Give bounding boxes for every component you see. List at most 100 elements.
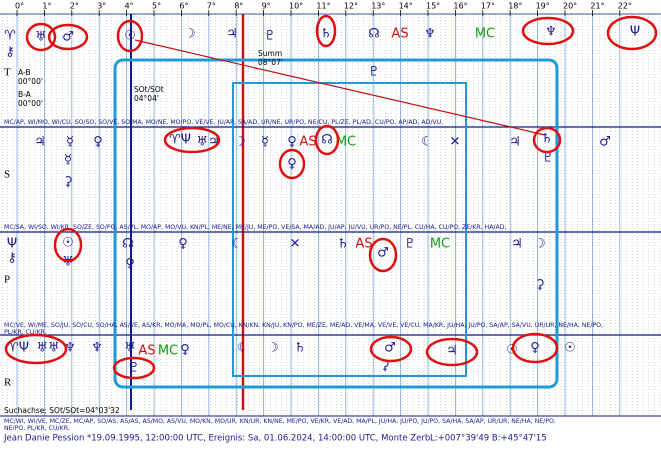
planet-glyph: ☊ xyxy=(122,237,134,252)
planet-glyph: ☉ xyxy=(62,236,74,251)
highlight xyxy=(112,356,156,380)
inner-frame xyxy=(232,82,467,377)
planet-glyph: MC xyxy=(336,135,356,150)
degree-label: 1° xyxy=(42,2,51,11)
planet-glyph: ⚳ xyxy=(63,175,73,190)
degree-label: 2° xyxy=(70,2,79,11)
planet-glyph: ⚷ xyxy=(7,251,17,266)
planet-glyph: ♄ xyxy=(320,27,332,42)
degree-label: 16° xyxy=(453,2,467,11)
row-label: P xyxy=(4,274,10,286)
planet-glyph: ☉ xyxy=(564,341,576,356)
planet-glyph: ♇ xyxy=(128,361,140,376)
degree-label: 3° xyxy=(97,2,106,11)
planet-glyph: ♄ xyxy=(294,341,306,356)
planet-glyph: ☾ xyxy=(237,341,249,356)
planet-glyph: ♅♃ xyxy=(196,135,219,150)
highlight xyxy=(532,126,562,154)
degree-label: 12° xyxy=(344,2,358,11)
degree-label: 6° xyxy=(179,2,188,11)
planet-glyph: ♃ xyxy=(511,237,523,252)
person-info: Jean Danie Pession *19.09.1995, 12:00:00… xyxy=(3,434,430,444)
degree-label: 11° xyxy=(316,2,330,11)
planet-glyph: ☽ xyxy=(267,341,279,356)
planet-glyph: ☊ xyxy=(368,27,380,42)
planet-glyph: ☾ xyxy=(421,135,433,150)
planet-glyph: AS xyxy=(138,344,155,359)
planet-glyph: ♇ xyxy=(404,237,416,252)
highlight xyxy=(369,335,413,363)
midpoint-line: MC/SA, WI/SO, WI/KR, SO/ZE, SO/PO, AS/PL… xyxy=(4,224,507,231)
ab-value: 00°00' xyxy=(18,77,43,86)
planet-glyph: ♀ xyxy=(180,343,190,358)
planet-glyph: ☿ xyxy=(64,153,72,168)
connection-line xyxy=(134,39,546,136)
highlight xyxy=(163,126,221,154)
planet-glyph: ☾ xyxy=(231,237,243,252)
midpoint-line: PL/KR, CU/KR, xyxy=(4,329,47,336)
planet-glyph: ☽ xyxy=(184,27,196,42)
planet-glyph: ♈ xyxy=(4,29,16,44)
planet-glyph: MC xyxy=(158,344,178,359)
planet-glyph: ☉ xyxy=(124,29,136,44)
outer-frame xyxy=(113,58,559,389)
planet-glyph: ♂ xyxy=(377,246,389,261)
planet-glyph: ♄ xyxy=(541,132,553,147)
highlight xyxy=(116,19,144,53)
axis-label: SOt/SOt xyxy=(134,85,164,94)
midpoint-line: MC/WI, WI/VE, MC/ZE, MC/AP, SO/AS, AS/AS… xyxy=(4,418,556,425)
highlight xyxy=(368,237,398,273)
planet-glyph: ⚳ xyxy=(535,278,545,293)
planet-glyph: ♄ xyxy=(337,237,349,252)
degree-label: 9° xyxy=(262,2,271,11)
highlight xyxy=(278,148,306,180)
degree-label: 19° xyxy=(536,2,550,11)
highlight xyxy=(511,332,559,364)
axis-value: 04°04' xyxy=(134,94,159,103)
planet-glyph: MC xyxy=(475,27,495,42)
planet-glyph: ☊ xyxy=(321,133,333,148)
planet-glyph: ♇ xyxy=(542,151,554,166)
ab-label: A-B xyxy=(18,68,31,77)
planet-glyph: ♆ xyxy=(91,341,103,356)
row-label: T xyxy=(4,67,11,79)
planet-glyph: ♀ xyxy=(287,135,297,150)
planet-glyph: ☿ xyxy=(66,135,74,150)
degree-label: 14° xyxy=(399,2,413,11)
degree-label: 18° xyxy=(508,2,522,11)
highlight xyxy=(606,15,658,51)
degree-label: 20° xyxy=(563,2,577,11)
planet-glyph: Ψ xyxy=(7,237,17,252)
highlight xyxy=(425,337,479,367)
planet-glyph: ♀ xyxy=(178,237,188,252)
highlight xyxy=(521,16,575,46)
planet-glyph: ♇ xyxy=(264,29,276,44)
highlight xyxy=(4,333,68,365)
highlight xyxy=(314,124,340,156)
planet-glyph: ♈Ψ xyxy=(7,341,29,356)
planet-glyph: ⚳ xyxy=(380,359,390,374)
planet-glyph: ☽ xyxy=(234,135,246,150)
planet-glyph: AS xyxy=(299,135,316,150)
planet-glyph: ♃ xyxy=(446,344,458,359)
planet-glyph: ♅♅ xyxy=(36,341,59,356)
degree-label: 7° xyxy=(207,2,216,11)
midpoint-line: MC/VE, WI/ME, SO/JU, SO/CU, SO/HA, AS/VE… xyxy=(4,322,603,329)
degree-label: 22° xyxy=(618,2,632,11)
search-axis: Suchachse: SOt/SOt=04°03'32 xyxy=(4,406,120,415)
planet-glyph: ♅ xyxy=(124,341,136,356)
degree-label: 8° xyxy=(234,2,243,11)
degree-label: 10° xyxy=(289,2,303,11)
ba-value: 00°00' xyxy=(18,99,43,108)
degree-label: 15° xyxy=(426,2,440,11)
planet-glyph: ♂ xyxy=(599,135,611,150)
degree-label: 13° xyxy=(371,2,385,11)
planet-glyph: ♀ xyxy=(93,135,103,150)
planet-glyph: MC xyxy=(430,237,450,252)
degree-label: 4° xyxy=(125,2,134,11)
planet-glyph: ✕ xyxy=(290,237,301,252)
degree-label: 0° xyxy=(15,2,24,11)
highlight xyxy=(25,22,57,52)
highlight xyxy=(315,14,337,48)
planet-glyph: ♂ xyxy=(384,341,396,356)
